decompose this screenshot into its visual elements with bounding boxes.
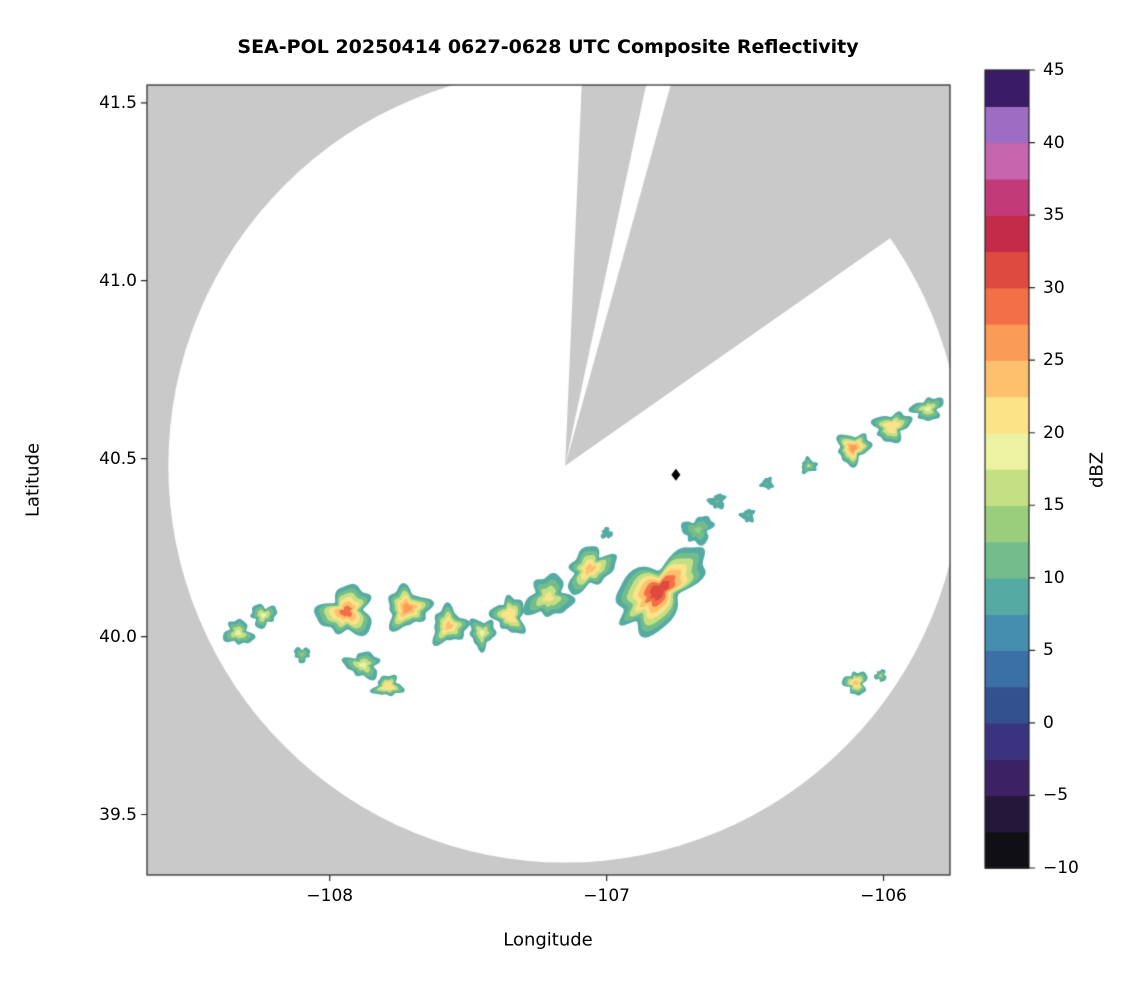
colorbar-tick-label: 5 xyxy=(1043,640,1054,661)
x-tick-label: −108 xyxy=(306,886,354,906)
x-tick-label: −106 xyxy=(860,886,907,906)
y-axis-label: Latitude xyxy=(22,442,44,518)
colorbar-tick-label: 10 xyxy=(1043,567,1065,588)
colorbar-tick-label: −5 xyxy=(1043,785,1069,806)
colorbar-tick-label: −10 xyxy=(1043,858,1079,878)
x-axis-label: Longitude xyxy=(503,929,593,951)
colorbar-tick-label: 45 xyxy=(1043,60,1065,80)
colorbar-tick-label: 25 xyxy=(1043,350,1065,371)
colorbar-tick-label: 30 xyxy=(1043,277,1065,298)
colorbar-tick-label: 40 xyxy=(1043,132,1065,153)
colorbar-label: dBZ xyxy=(1086,451,1108,489)
y-tick-label: 41.5 xyxy=(99,92,137,113)
y-tick-label: 39.5 xyxy=(99,804,137,825)
y-tick-label: 41.0 xyxy=(99,270,137,291)
y-tick-label: 40.5 xyxy=(99,448,137,469)
y-tick-label: 40.0 xyxy=(99,626,137,647)
colorbar-tick-label: 15 xyxy=(1043,495,1065,516)
colorbar-tick-label: 35 xyxy=(1043,205,1065,226)
colorbar-tick-label: 0 xyxy=(1043,712,1054,733)
chart-title: SEA-POL 20250414 0627-0628 UTC Composite… xyxy=(237,36,859,58)
colorbar-tick-label: 20 xyxy=(1043,422,1065,443)
x-tick-label: −107 xyxy=(583,886,630,906)
